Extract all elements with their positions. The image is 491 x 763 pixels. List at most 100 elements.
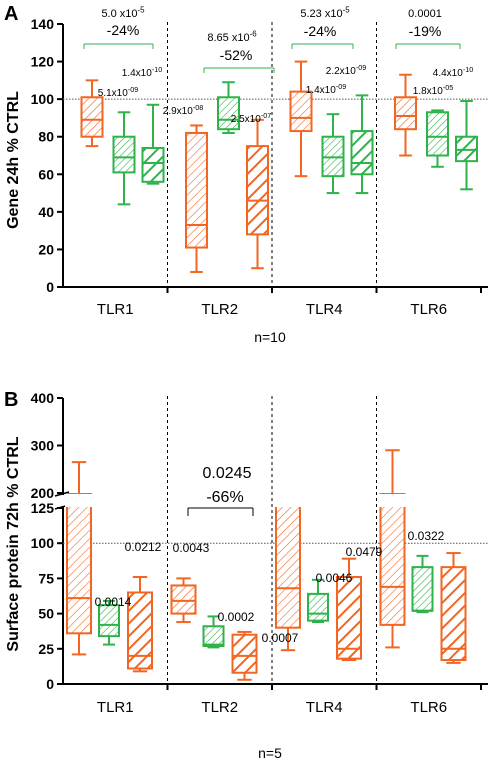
box-tlr1-1	[66, 461, 92, 656]
y-tick-label: 80	[38, 129, 54, 145]
axis-break-box-gap	[378, 494, 407, 507]
box-tlr2-3	[231, 630, 258, 681]
y-tick-label: 75	[38, 570, 54, 586]
p-value-annotation: 5.0 x10-5	[101, 6, 145, 20]
y-tick-label: 40	[38, 204, 54, 220]
p-value-exponent: -10	[152, 65, 162, 74]
p-value-annotation: 0.0322	[408, 529, 445, 543]
category-label-tlr2: TLR2	[201, 301, 238, 318]
box-iqr	[217, 96, 240, 131]
category-label-tlr6: TLR6	[410, 301, 447, 318]
axis-break-mark	[54, 491, 70, 497]
box-tlr1-3	[127, 575, 153, 673]
box-tlr1-1	[80, 79, 104, 148]
panel-b-ylabel: Surface protein 72h % CTRL	[5, 436, 22, 651]
box-tlr1-2	[98, 599, 120, 646]
p-value-annotation: -24%	[107, 22, 140, 38]
box-tlr4-1	[289, 60, 313, 178]
p-value-annotation: 0.0014	[95, 595, 132, 609]
box-iqr	[231, 633, 258, 674]
box-tlr4-2	[321, 113, 345, 195]
axis-break-gap	[55, 495, 67, 506]
category-label-tlr4: TLR4	[306, 301, 343, 318]
p-value-annotation: 1.4x10-09	[306, 82, 346, 96]
p-value-exponent: -08	[193, 103, 203, 112]
box-tlr2-2	[217, 81, 240, 134]
y-tick-label: 20	[38, 241, 54, 257]
p-value-exponent: -5	[343, 6, 351, 15]
y-tick-label: 300	[31, 438, 55, 454]
p-value-exponent: -09	[356, 63, 366, 72]
box-iqr	[127, 591, 153, 670]
box-iqr	[66, 493, 92, 635]
box-tlr4-3	[336, 557, 362, 662]
box-tlr2-1	[170, 577, 197, 624]
p-value-annotation: 2.9x10-08	[163, 103, 203, 117]
box-iqr	[336, 575, 362, 660]
box-iqr	[275, 503, 301, 629]
p-value-annotation: 0.0007	[262, 631, 299, 645]
p-value-annotation: 2.5x10-07	[231, 111, 271, 125]
y-tick-label: 140	[31, 16, 55, 32]
p-value-annotation: -52%	[220, 47, 253, 63]
p-value-annotation: 8.65 x10-6	[207, 30, 257, 44]
axis-break-box-gap	[274, 494, 302, 507]
panel-a-ylabel: Gene 24h % CTRL	[5, 91, 22, 229]
category-label-tlr1: TLR1	[97, 301, 134, 318]
p-value-annotation: 1.8x10-05	[413, 83, 453, 97]
box-iqr	[112, 135, 136, 174]
y-tick-label: 125	[31, 500, 55, 516]
box-tlr2-3	[246, 118, 269, 270]
y-tick-label: 120	[31, 54, 55, 70]
box-tlr4-2	[307, 578, 329, 624]
box-tlr2-2	[202, 615, 225, 649]
box-iqr	[202, 625, 225, 647]
box-tlr2-1	[185, 124, 208, 273]
box-iqr	[394, 96, 417, 131]
p-value-exponent: -05	[443, 83, 453, 92]
panel-b: B Surface protein 72h % CTRL n=5 0 25 50 75…	[4, 389, 488, 761]
box-iqr	[246, 145, 269, 236]
p-value-annotation: 2.2x10-09	[326, 63, 366, 77]
category-label-tlr6: TLR6	[410, 699, 447, 716]
box-iqr	[426, 111, 449, 157]
y-tick-label: 0	[46, 676, 54, 692]
p-value-annotation: 0.0001	[408, 8, 442, 20]
box-tlr6-3	[455, 100, 478, 191]
box-tlr6-3	[440, 552, 467, 664]
p-value-annotation: 0.0043	[173, 541, 210, 555]
panel-b-footnote: n=5	[258, 745, 282, 761]
box-iqr	[350, 130, 374, 176]
p-value-annotation: 0.0479	[346, 545, 383, 559]
box-tlr1-3	[141, 103, 165, 185]
box-tlr4-1	[275, 503, 301, 652]
p-value-exponent: -5	[138, 6, 146, 15]
y-tick-label: 100	[31, 91, 55, 107]
box-tlr6-2	[411, 554, 434, 614]
p-value-annotation: 0.0212	[125, 540, 162, 554]
box-tlr6-1	[394, 73, 417, 157]
p-value-annotation: -19%	[409, 23, 442, 39]
y-tick-label: 0	[46, 279, 54, 295]
y-tick-label: 100	[31, 535, 55, 551]
box-iqr	[141, 146, 165, 183]
box-iqr	[411, 566, 434, 612]
p-value-exponent: -07	[261, 111, 271, 120]
panel-a-label: A	[4, 3, 18, 25]
p-value-exponent: -6	[250, 30, 258, 39]
p-value-annotation: 0.0046	[316, 571, 353, 585]
box-iqr	[170, 584, 197, 615]
y-tick-label: 25	[38, 641, 54, 657]
box-iqr	[307, 592, 329, 622]
category-label-tlr2: TLR2	[201, 699, 238, 716]
p-value-exponent: -10	[463, 65, 473, 74]
box-tlr1-2	[112, 111, 136, 206]
box-tlr4-3	[350, 94, 374, 195]
category-label-tlr1: TLR1	[97, 699, 134, 716]
box-iqr	[98, 604, 120, 638]
box-tlr6-2	[426, 109, 449, 168]
panel-a-footnote: n=10	[254, 329, 286, 345]
panel-b-label: B	[4, 389, 18, 411]
p-value-annotation: 5.23 x10-5	[300, 6, 350, 20]
p-value-annotation: -24%	[304, 23, 337, 39]
